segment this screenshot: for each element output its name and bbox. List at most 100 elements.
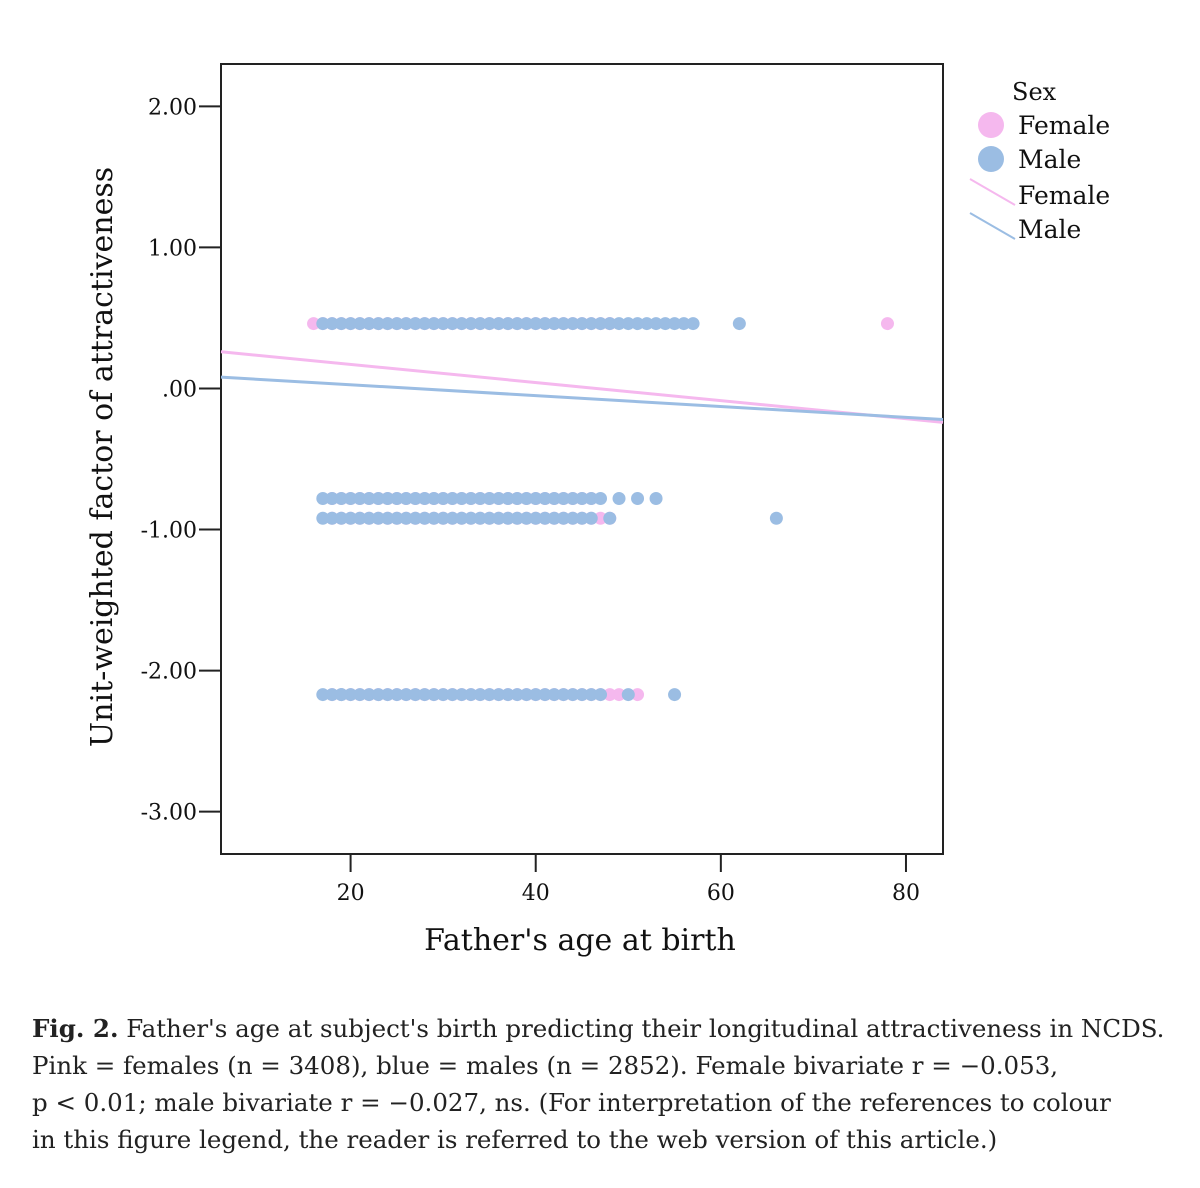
- data-point: [371, 511, 385, 525]
- data-point: [529, 511, 543, 525]
- data-point: [510, 317, 524, 331]
- data-point: [362, 688, 376, 702]
- data-point: [344, 492, 358, 505]
- data-point: [492, 492, 506, 505]
- data-point: [584, 492, 598, 505]
- data-point: [418, 511, 432, 525]
- data-point: [353, 511, 367, 525]
- data-point: [436, 688, 450, 702]
- data-point: [334, 492, 348, 505]
- data-point: [594, 511, 608, 525]
- data-point: [316, 688, 330, 702]
- data-point: [399, 511, 413, 525]
- data-point: [464, 688, 478, 702]
- data-point: [390, 492, 404, 505]
- data-point: [538, 688, 552, 702]
- data-point: [492, 511, 506, 525]
- data-point: [566, 688, 580, 702]
- x-tick-label: 20: [337, 881, 365, 906]
- caption-line-1-text: Father's age at subject's birth predicti…: [126, 1014, 1165, 1043]
- data-point: [631, 688, 645, 702]
- data-point: [594, 317, 608, 331]
- legend-title: Sex: [1012, 78, 1057, 106]
- data-point: [427, 688, 441, 702]
- data-point: [418, 492, 432, 505]
- data-point: [408, 492, 422, 505]
- data-point: [307, 317, 321, 331]
- x-axis: 20 40 60 80: [337, 854, 920, 906]
- data-point: [399, 688, 413, 702]
- data-point: [556, 492, 570, 505]
- data-point: [566, 511, 580, 525]
- data-point: [353, 317, 367, 331]
- caption-line-2: Pink = females (n = 3408), blue = males …: [32, 1051, 1059, 1080]
- y-tick-label: 2.00: [148, 95, 197, 120]
- data-point: [408, 511, 422, 525]
- data-point: [464, 511, 478, 525]
- data-point: [594, 492, 608, 505]
- data-point: [640, 317, 654, 331]
- data-point: [519, 492, 533, 505]
- data-point: [455, 511, 469, 525]
- legend-label: Female: [1018, 111, 1110, 140]
- data-point: [316, 511, 330, 525]
- data-point: [529, 688, 543, 702]
- legend-label: Female: [1018, 181, 1110, 210]
- legend-line-female: [969, 178, 1016, 206]
- fit-line-male: [220, 375, 944, 421]
- x-tick-label: 60: [707, 881, 735, 906]
- data-point: [501, 317, 515, 331]
- data-point: [381, 492, 395, 505]
- data-point: [427, 492, 441, 505]
- data-point: [668, 688, 682, 702]
- data-point: [334, 688, 348, 702]
- data-point: [584, 688, 598, 702]
- data-point: [445, 688, 459, 702]
- data-point: [408, 688, 422, 702]
- data-point: [575, 492, 589, 505]
- data-point: [547, 317, 561, 331]
- data-point: [519, 317, 533, 331]
- data-point: [547, 688, 561, 702]
- data-point: [371, 317, 385, 331]
- data-point: [399, 317, 413, 331]
- data-point: [418, 688, 432, 702]
- data-point: [519, 688, 533, 702]
- data-point: [538, 511, 552, 525]
- legend-marker-female: [978, 112, 1004, 138]
- plot-frame: [220, 63, 944, 855]
- data-point: [353, 688, 367, 702]
- data-point: [501, 511, 515, 525]
- data-point: [547, 511, 561, 525]
- data-point: [344, 511, 358, 525]
- data-point: [501, 492, 515, 505]
- data-point: [455, 317, 469, 331]
- data-point: [519, 511, 533, 525]
- data-point: [482, 511, 496, 525]
- data-point: [334, 317, 348, 331]
- data-point: [575, 511, 589, 525]
- data-point: [584, 317, 598, 331]
- data-point: [658, 317, 672, 331]
- data-point: [353, 492, 367, 505]
- data-point: [427, 317, 441, 331]
- y-tick-label: 1.00: [148, 236, 197, 261]
- data-point: [344, 688, 358, 702]
- data-point: [436, 511, 450, 525]
- data-point: [556, 511, 570, 525]
- data-point: [390, 317, 404, 331]
- legend-label: Male: [1018, 145, 1081, 174]
- data-point: [492, 317, 506, 331]
- data-point: [501, 688, 515, 702]
- y-tick-label: -2.00: [141, 660, 197, 685]
- data-point: [556, 317, 570, 331]
- data-point: [769, 511, 783, 525]
- data-point: [482, 492, 496, 505]
- data-point: [621, 317, 635, 331]
- caption-line-4: in this figure legend, the reader is ref…: [32, 1125, 998, 1154]
- data-point: [473, 511, 487, 525]
- data-point: [612, 317, 626, 331]
- legend: Sex Female Male Female Male: [969, 78, 1110, 244]
- y-tick-label: .00: [162, 377, 197, 402]
- y-axis: 2.00 1.00 .00 -1.00 -2.00 -3.00: [141, 95, 221, 826]
